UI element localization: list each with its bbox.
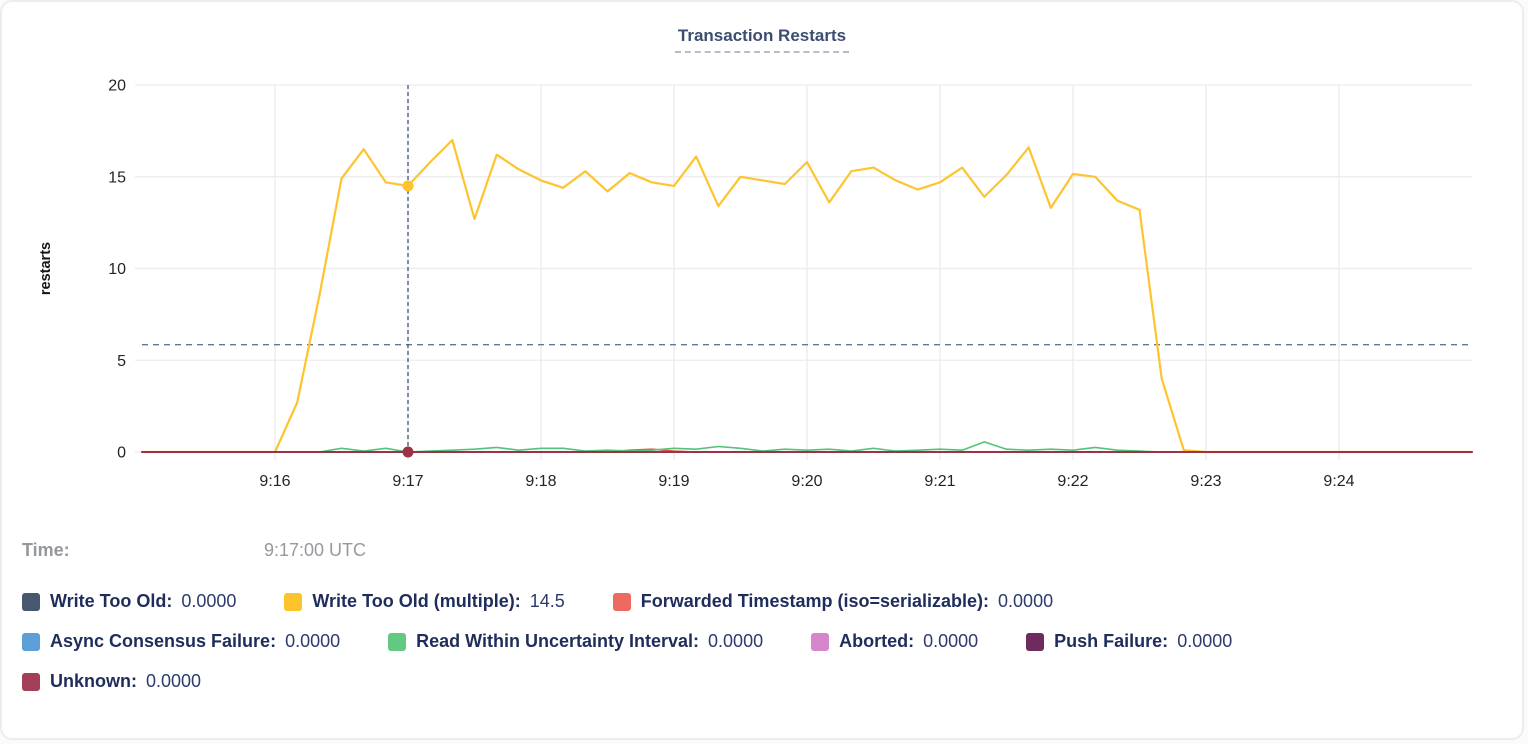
legend-swatch-write-too-old xyxy=(22,592,40,611)
y-axis-label: restarts xyxy=(38,242,54,295)
y-tick-label: 10 xyxy=(108,261,126,278)
legend-row: Async Consensus Failure: 0.0000 Read Withi… xyxy=(22,631,1502,652)
legend-value-write-too-old-multiple: 14.5 xyxy=(529,591,565,611)
legend-value-async-consensus-failure: 0.0000 xyxy=(285,631,341,651)
x-tick-label: 9:21 xyxy=(924,473,955,490)
legend-row: Unknown: 0.0000 xyxy=(22,671,1502,692)
x-tick-label: 9:22 xyxy=(1057,473,1088,490)
y-tick-label: 20 xyxy=(108,78,126,95)
legend-item-async-consensus-failure[interactable]: Async Consensus Failure: 0.0000 xyxy=(22,631,340,652)
time-label: Time: xyxy=(22,540,70,560)
y-tick-label: 15 xyxy=(108,169,126,186)
x-tick-label: 9:24 xyxy=(1323,473,1354,490)
hover-time-row: Time: 9:17:00 UTC xyxy=(22,540,366,561)
legend-swatch-push-failure xyxy=(1026,632,1045,651)
legend-label-forwarded-timestamp: Forwarded Timestamp (iso=serializable): xyxy=(640,591,990,611)
legend-value-unknown: 0.0000 xyxy=(146,671,202,691)
legend-value-write-too-old: 0.0000 xyxy=(181,591,237,611)
legend-swatch-async-consensus-failure xyxy=(22,632,40,651)
chart-header: Transaction Restarts xyxy=(2,26,1522,53)
hover-dot-unknown xyxy=(402,446,414,458)
legend-item-forwarded-timestamp[interactable]: Forwarded Timestamp (iso=serializable): 0… xyxy=(612,591,1054,612)
x-tick-label: 9:20 xyxy=(791,473,822,490)
x-tick-label: 9:17 xyxy=(392,473,423,490)
legend-item-write-too-old[interactable]: Write Too Old: 0.0000 xyxy=(22,591,236,612)
y-tick-label: 5 xyxy=(117,353,126,370)
legend-swatch-read-within-uncertainty-interval xyxy=(388,632,407,651)
legend-swatch-write-too-old-multiple xyxy=(284,592,303,611)
hover-dot-write-too-old-multiple xyxy=(402,180,414,192)
legend-swatch-forwarded-timestamp xyxy=(612,592,631,611)
legend-label-aborted: Aborted: xyxy=(839,631,915,651)
x-tick-label: 9:18 xyxy=(525,473,556,490)
x-tick-label: 9:19 xyxy=(658,473,689,490)
legend-value-forwarded-timestamp: 0.0000 xyxy=(998,591,1054,611)
legend-item-write-too-old-multiple[interactable]: Write Too Old (multiple): 14.5 xyxy=(284,591,565,612)
legend-label-push-failure: Push Failure: xyxy=(1054,631,1169,651)
legend-label-write-too-old-multiple: Write Too Old (multiple): xyxy=(312,591,521,611)
y-tick-label: 0 xyxy=(117,445,126,462)
legend-swatch-aborted xyxy=(811,632,830,651)
legend-label-async-consensus-failure: Async Consensus Failure: xyxy=(50,631,277,651)
legend-item-read-within-uncertainty-interval[interactable]: Read Within Uncertainty Interval: 0.0000 xyxy=(388,631,763,652)
x-tick-label: 9:16 xyxy=(259,473,290,490)
chart-legend: Write Too Old: 0.0000 Write Too Old (multi… xyxy=(22,591,1502,692)
legend-value-push-failure: 0.0000 xyxy=(1177,631,1233,651)
legend-value-read-within-uncertainty-interval: 0.0000 xyxy=(708,631,764,651)
legend-label-read-within-uncertainty-interval: Read Within Uncertainty Interval: xyxy=(416,631,700,651)
legend-item-unknown[interactable]: Unknown: 0.0000 xyxy=(22,671,201,692)
legend-swatch-unknown xyxy=(22,672,40,691)
legend-label-write-too-old: Write Too Old: xyxy=(50,591,173,611)
legend-value-aborted: 0.0000 xyxy=(923,631,979,651)
chart-title[interactable]: Transaction Restarts xyxy=(674,26,850,53)
legend-label-unknown: Unknown: xyxy=(50,671,137,691)
transaction-restarts-chart[interactable]: 0 5 10 15 20 9:16 9:17 9:18 9:19 9:20 9:21 9:22 9:23… xyxy=(2,2,1528,517)
time-value: 9:17:00 UTC xyxy=(264,540,367,560)
x-tick-label: 9:23 xyxy=(1190,473,1221,490)
legend-row: Write Too Old: 0.0000 Write Too Old (multi… xyxy=(22,591,1502,612)
legend-item-push-failure[interactable]: Push Failure: 0.0000 xyxy=(1026,631,1232,652)
legend-item-aborted[interactable]: Aborted: 0.0000 xyxy=(811,631,978,652)
